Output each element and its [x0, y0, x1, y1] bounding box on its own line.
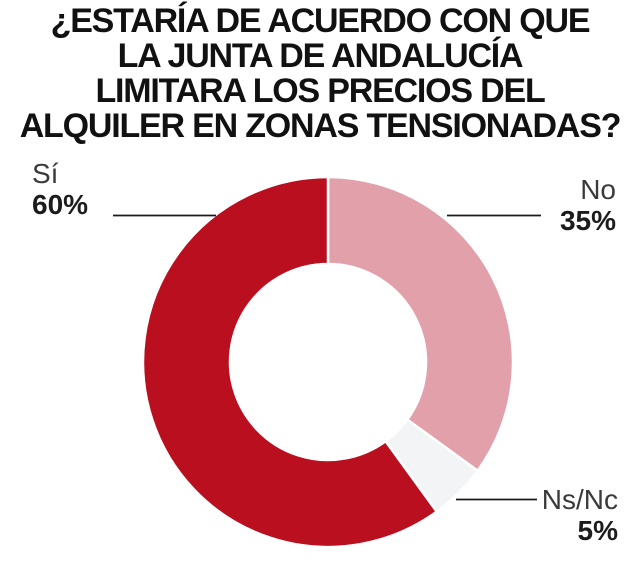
callout-si: Sí 60% — [32, 158, 88, 220]
callout-no-label: No — [580, 174, 616, 205]
callout-ns: Ns/Nc 5% — [542, 484, 618, 546]
callout-ns-label: Ns/Nc — [541, 484, 618, 515]
chart-title-line-4: ALQUILER EN ZONAS TENSIONADAS? — [19, 107, 622, 145]
chart-title-line-2: LA JUNTA DE ANDALUCÍA — [117, 37, 524, 75]
callout-no: No 35% — [560, 174, 616, 236]
callout-si-label: Sí — [32, 158, 59, 189]
callout-si-value: 60% — [32, 189, 89, 220]
donut-slice-s- — [141, 175, 439, 549]
chart-title-line-1: ¿ESTARÍA DE ACUERDO CON QUE — [50, 2, 591, 40]
donut-slice-no — [326, 175, 515, 473]
callout-no-value: 35% — [559, 205, 616, 236]
chart-title-line-3: LIMITARA LOS PRECIOS DEL — [95, 72, 545, 110]
chart-title: ¿ESTARÍA DE ACUERDO CON QUE LA JUNTA DE … — [0, 4, 640, 144]
callout-ns-value: 5% — [577, 515, 618, 546]
